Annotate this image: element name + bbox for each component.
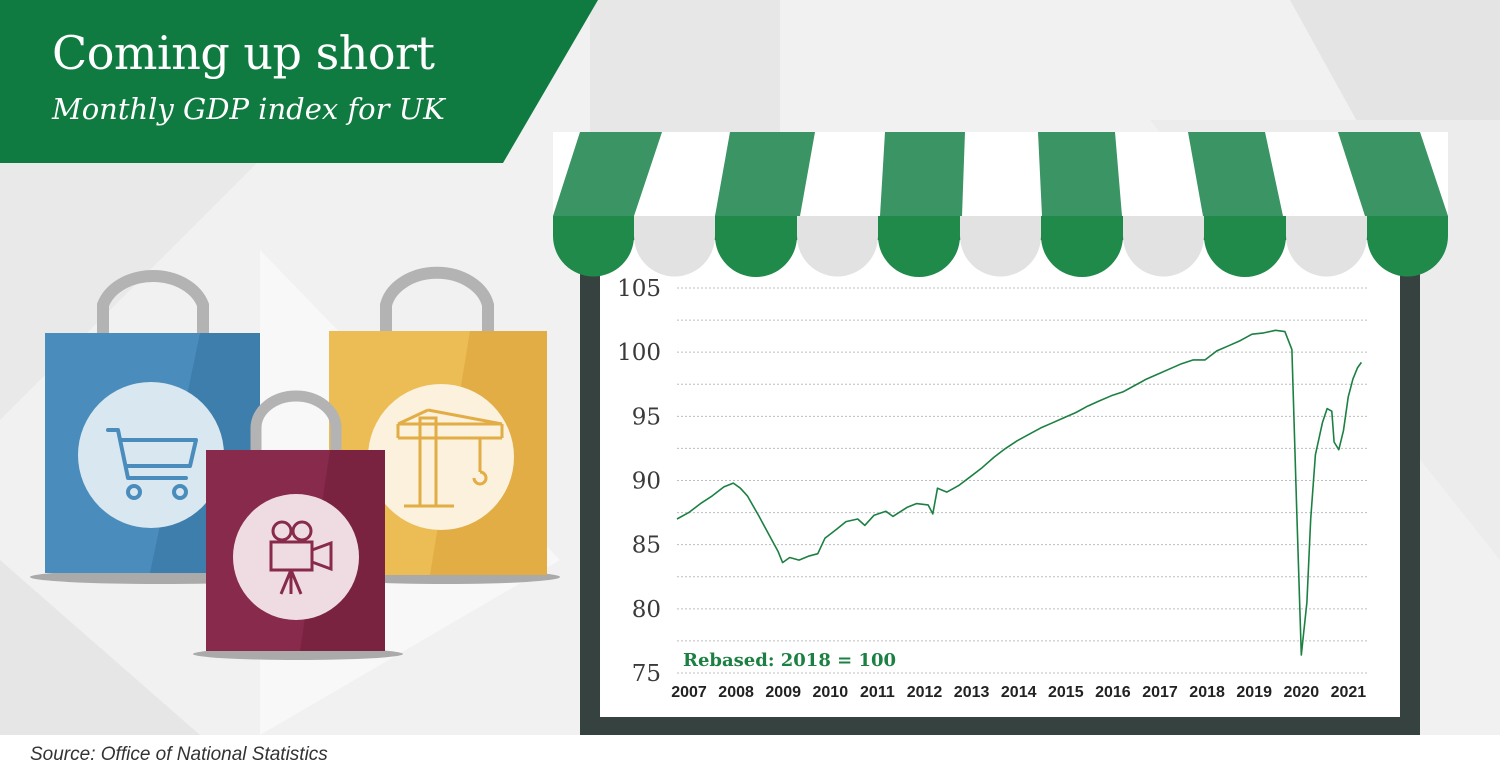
gdp-series-line [676, 329, 1363, 656]
y-tick-label: 105 [617, 276, 661, 302]
x-tick-label: 2014 [1001, 684, 1037, 701]
x-tick-label: 2011 [860, 684, 895, 701]
footer [0, 735, 1500, 781]
y-axis-ticks: 105 100 95 90 85 80 75 [617, 276, 661, 687]
y-tick-label: 75 [632, 661, 661, 687]
x-tick-label: 2013 [954, 684, 990, 701]
x-tick-label: 2021 [1331, 684, 1367, 701]
x-tick-label: 2008 [718, 684, 754, 701]
y-tick-label: 90 [632, 469, 661, 495]
x-tick-label: 2018 [1189, 684, 1225, 701]
chart-title: Coming up short [52, 26, 435, 80]
maroon-shopping-bag [193, 390, 403, 660]
x-tick-label: 2019 [1236, 684, 1272, 701]
x-tick-label: 2020 [1284, 684, 1320, 701]
x-axis-ticks: 2007 2008 2009 2010 2011 2012 2013 2014 2015 2016… [671, 684, 1366, 701]
film-camera-icon [269, 520, 333, 595]
chart-subtitle: Monthly GDP index for UK [52, 92, 445, 126]
rebased-annotation: Rebased: 2018 = 100 [683, 650, 896, 671]
chart-gridlines [677, 287, 1367, 674]
source-note: Source: Office of National Statistics [30, 744, 328, 765]
x-tick-label: 2010 [813, 684, 849, 701]
chart-panel [600, 240, 1400, 717]
x-tick-label: 2012 [907, 684, 943, 701]
y-tick-label: 95 [632, 404, 661, 430]
awning [553, 132, 1448, 277]
y-tick-label: 85 [632, 533, 661, 559]
x-tick-label: 2015 [1048, 684, 1084, 701]
y-tick-label: 80 [632, 597, 661, 623]
y-tick-label: 100 [617, 340, 661, 366]
shopping-cart-icon [106, 428, 198, 500]
construction-crane-icon [396, 408, 504, 508]
title-banner [0, 0, 598, 163]
x-tick-label: 2009 [765, 684, 801, 701]
x-tick-label: 2016 [1095, 684, 1131, 701]
x-tick-label: 2017 [1142, 684, 1178, 701]
x-tick-label: 2007 [671, 684, 707, 701]
